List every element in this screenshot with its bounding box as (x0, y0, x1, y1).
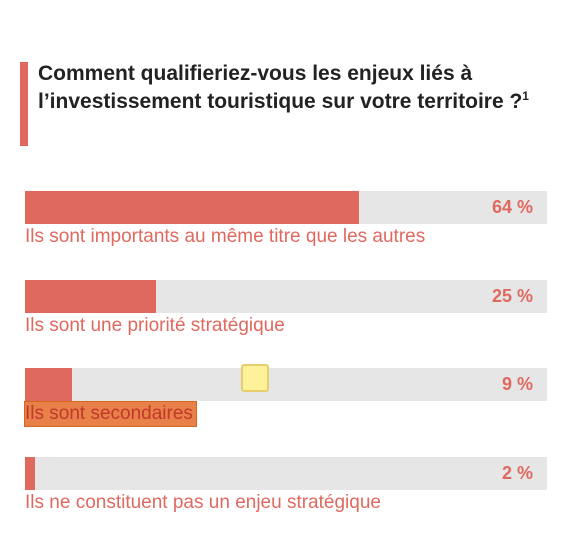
bar (25, 191, 359, 224)
bar-track: 64 % (25, 191, 547, 224)
category-label: Ils sont secondaires (24, 401, 197, 427)
bar (25, 368, 72, 401)
bar-track: 9 % (25, 368, 547, 401)
bar (25, 280, 156, 313)
bar-value-label: 2 % (501, 463, 533, 483)
bar-value-label: 64 % (491, 197, 533, 217)
highlight-marker (241, 364, 269, 392)
category-label: Ils sont une priorité stratégique (25, 315, 285, 336)
bar-track: 2 % (25, 457, 547, 490)
title-accent-bar (20, 62, 28, 146)
bar-value-label: 9 % (501, 374, 533, 394)
bar (25, 457, 35, 490)
chart-title-text: Comment qualifieriez-vous les enjeux lié… (38, 62, 523, 113)
category-label: Ils sont importants au même titre que le… (25, 226, 426, 247)
bar-track: 25 % (25, 280, 547, 313)
title-footnote: 1 (522, 89, 529, 103)
chart-title: Comment qualifieriez-vous les enjeux lié… (38, 60, 538, 116)
bar-value-label: 25 % (491, 286, 533, 306)
category-label: Ils ne constituent pas un enjeu stratégi… (25, 492, 381, 513)
